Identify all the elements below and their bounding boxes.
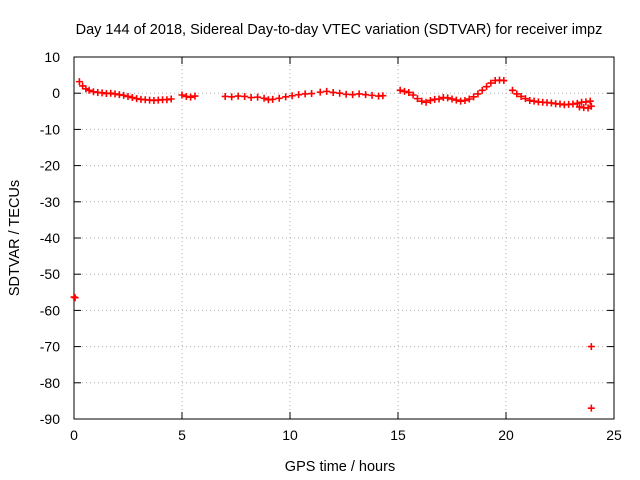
data-point	[422, 98, 430, 106]
data-point	[587, 343, 595, 351]
data-point	[120, 91, 128, 99]
data-point	[221, 92, 229, 100]
y-tick-label: -60	[40, 302, 60, 318]
data-point	[500, 77, 508, 85]
data-point	[355, 90, 363, 98]
data-point	[513, 90, 521, 98]
y-tick-label: -70	[40, 339, 60, 355]
y-tick-label: -10	[40, 121, 60, 137]
data-point	[396, 86, 404, 94]
data-point	[474, 90, 482, 98]
data-point	[301, 90, 309, 98]
data-point	[234, 92, 242, 100]
y-tick-label: -40	[40, 230, 60, 246]
data-point	[368, 91, 376, 99]
data-points	[70, 76, 595, 412]
data-point	[573, 99, 581, 107]
data-point	[342, 90, 350, 98]
data-point	[71, 294, 79, 302]
data-point	[254, 93, 262, 101]
data-point	[187, 93, 195, 101]
x-tick-label: 5	[178, 427, 186, 443]
data-point	[323, 87, 331, 95]
y-axis-title: SDTVAR / TECUs	[7, 180, 23, 296]
data-point	[452, 96, 460, 104]
data-point	[587, 102, 595, 110]
data-point	[508, 86, 516, 94]
y-tick-label: -80	[40, 375, 60, 391]
data-point	[413, 95, 421, 103]
data-point	[405, 88, 413, 96]
data-point	[517, 92, 525, 100]
y-tick-label: -50	[40, 266, 60, 282]
data-point	[124, 92, 132, 100]
data-point	[521, 95, 529, 103]
data-point	[295, 91, 303, 99]
data-point	[586, 97, 594, 105]
data-point	[426, 96, 434, 104]
data-point	[349, 91, 357, 99]
data-point	[275, 94, 283, 102]
y-tick-label: -20	[40, 158, 60, 174]
data-point	[470, 93, 478, 101]
data-point	[587, 404, 595, 412]
data-point	[128, 94, 136, 102]
data-point	[329, 88, 337, 96]
x-tick-label: 15	[390, 427, 406, 443]
y-tick-label: 10	[44, 49, 60, 65]
data-point	[409, 91, 417, 99]
data-point	[247, 94, 255, 102]
data-point	[418, 97, 426, 105]
data-point	[269, 95, 277, 103]
data-point	[448, 95, 456, 103]
data-point	[487, 79, 495, 87]
y-tick-label: 0	[52, 85, 60, 101]
data-point	[241, 92, 249, 100]
data-point	[282, 93, 290, 101]
data-point	[461, 96, 469, 104]
data-point	[483, 83, 491, 91]
data-point	[228, 93, 236, 101]
x-tick-label: 25	[606, 427, 622, 443]
data-point	[316, 88, 324, 96]
data-point	[478, 86, 486, 94]
tick-labels: 0 5 10 15 20 25 10 0 -10 -20 -30 -40 -50 -60 -70 -80 -90	[40, 49, 622, 443]
data-point	[362, 91, 370, 99]
y-tick-label: -90	[40, 411, 60, 427]
axis-ticks	[73, 56, 615, 420]
data-point	[435, 95, 443, 103]
data-point	[288, 92, 296, 100]
data-point	[82, 85, 90, 93]
data-point	[260, 94, 268, 102]
data-point	[379, 92, 387, 100]
data-point	[85, 86, 93, 94]
grid-lines	[74, 57, 614, 419]
data-point	[465, 95, 473, 103]
data-point	[167, 95, 175, 103]
x-tick-label: 0	[70, 427, 78, 443]
data-point	[75, 78, 83, 86]
data-point	[191, 92, 199, 100]
data-point	[308, 90, 316, 98]
data-point	[444, 94, 452, 102]
data-point	[178, 91, 186, 99]
x-tick-label: 10	[282, 427, 298, 443]
x-tick-label: 20	[498, 427, 514, 443]
data-point	[336, 89, 344, 97]
x-axis-title: GPS time / hours	[285, 459, 395, 475]
data-point	[400, 87, 408, 95]
chart-title: Day 144 of 2018, Sidereal Day-to-day VTE…	[76, 22, 603, 38]
y-tick-label: -30	[40, 194, 60, 210]
